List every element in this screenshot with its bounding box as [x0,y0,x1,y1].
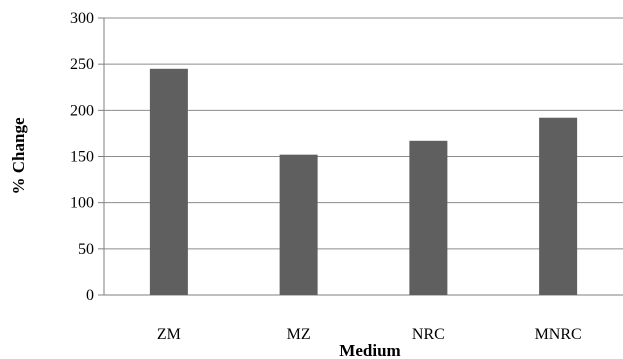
y-axis-title: % Change [9,117,28,194]
x-tick-label-MZ: MZ [287,326,311,343]
y-tick-label-200: 200 [70,102,94,119]
bar-ZM [149,68,188,296]
x-tick-label-NRC: NRC [412,326,445,343]
gridlines [104,17,623,250]
y-tick-label-100: 100 [70,195,94,212]
axes [98,17,623,296]
y-tick-label-0: 0 [86,287,94,304]
y-tick-label-300: 300 [70,10,94,27]
y-tick-label-150: 150 [70,149,94,166]
y-tick-label-250: 250 [70,56,94,73]
x-tick-label-MNRC: MNRC [535,326,582,343]
bar-NRC [409,140,448,295]
x-tick-labels: ZM MZ NRC MNRC [157,326,582,343]
x-axis-title: Medium [339,341,400,359]
bars [149,68,578,296]
y-tick-labels: 0 50 100 150 200 250 300 [70,10,94,304]
bar-MNRC [539,117,578,295]
y-tick-label-50: 50 [78,241,94,258]
x-tick-label-ZM: ZM [157,326,181,343]
bar-MZ [279,154,318,295]
